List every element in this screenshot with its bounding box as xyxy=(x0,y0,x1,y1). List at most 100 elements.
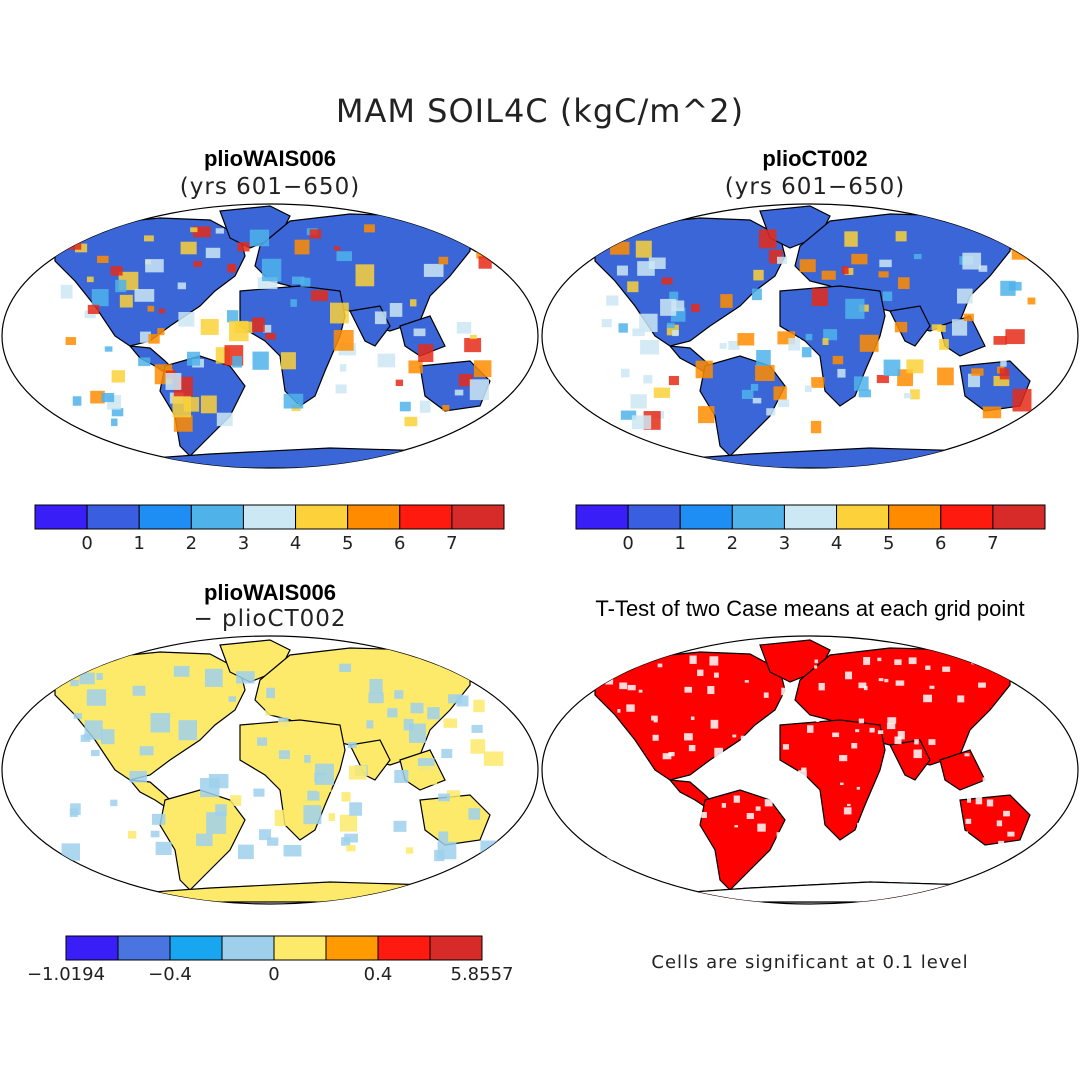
grid-cell xyxy=(618,854,625,860)
colorbar-tick-label: 4 xyxy=(831,533,842,554)
grid-cell xyxy=(883,359,901,376)
grid-cell xyxy=(190,227,198,233)
grid-cell xyxy=(996,777,1005,785)
grid-cell xyxy=(900,846,907,851)
grid-cell xyxy=(757,823,766,832)
grid-cell xyxy=(193,261,203,267)
grid-cell xyxy=(127,830,137,839)
grid-cell xyxy=(204,668,223,687)
grid-cell xyxy=(438,831,449,842)
grid-cell xyxy=(877,730,884,735)
grid-cell xyxy=(811,288,828,307)
grid-cell xyxy=(634,663,639,667)
grid-cell xyxy=(470,739,486,754)
grid-cell xyxy=(96,672,103,681)
grid-cell xyxy=(756,349,771,366)
grid-cell xyxy=(630,394,647,409)
grid-cell xyxy=(957,695,965,703)
grid-cell xyxy=(434,849,445,862)
grid-cell xyxy=(894,321,908,333)
grid-cell xyxy=(651,715,658,721)
grid-cell xyxy=(690,716,695,721)
grid-cell xyxy=(1011,239,1030,260)
grid-cell xyxy=(280,352,296,370)
grid-cell xyxy=(845,671,853,680)
grid-cell xyxy=(227,263,237,273)
grid-cell xyxy=(925,665,931,670)
grid-cell xyxy=(438,793,450,802)
grid-cell xyxy=(799,259,816,273)
grid-cell xyxy=(653,719,658,723)
grid-cell xyxy=(911,819,920,828)
grid-cell xyxy=(879,259,892,268)
map-panel-2 xyxy=(541,203,1079,469)
grid-cell xyxy=(355,264,375,287)
grid-cell xyxy=(339,814,358,832)
grid-cell xyxy=(666,322,675,329)
grid-cell xyxy=(709,656,719,666)
grid-cell xyxy=(410,702,424,714)
grid-cell xyxy=(364,224,375,233)
grid-cell xyxy=(104,346,113,352)
grid-cell xyxy=(418,344,434,363)
grid-cell xyxy=(441,748,453,759)
colorbar-tick-label: 7 xyxy=(446,533,457,554)
grid-cell xyxy=(779,713,788,719)
grid-cell xyxy=(310,701,324,717)
grid-cell xyxy=(469,379,490,401)
grid-cell xyxy=(389,303,403,317)
grid-cell xyxy=(737,333,755,346)
grid-cell xyxy=(101,729,115,745)
grid-cell xyxy=(232,355,243,368)
grid-cell xyxy=(180,241,197,255)
grid-cell xyxy=(976,750,982,758)
grid-cell xyxy=(471,724,483,733)
grid-cell xyxy=(458,373,473,387)
grid-cell xyxy=(986,799,994,807)
grid-cell xyxy=(91,289,109,307)
grid-cell xyxy=(468,808,481,820)
grid-cell xyxy=(339,364,347,372)
grid-cell xyxy=(763,692,769,698)
grid-cell xyxy=(638,852,644,858)
grid-cell xyxy=(605,678,614,685)
grid-cell xyxy=(873,794,880,799)
colorbar-swatch xyxy=(399,504,453,530)
grid-cell xyxy=(346,845,356,852)
grid-cell xyxy=(252,317,265,332)
grid-cell xyxy=(1015,753,1021,759)
grid-cell xyxy=(769,729,778,736)
grid-cell xyxy=(101,392,115,403)
grid-cell xyxy=(602,831,610,839)
grid-cell xyxy=(821,270,836,280)
grid-cell xyxy=(627,281,639,293)
grid-cell xyxy=(1012,388,1032,412)
grid-cell xyxy=(464,338,482,353)
grid-cell xyxy=(236,671,255,684)
grid-cell xyxy=(858,718,865,724)
grid-cell xyxy=(928,739,936,745)
grid-cell xyxy=(309,229,322,239)
grid-cell xyxy=(993,336,1007,345)
grid-cell xyxy=(200,318,219,335)
grid-cell xyxy=(215,228,224,234)
grid-cell xyxy=(894,736,902,745)
grid-cell xyxy=(753,269,764,281)
grid-cell xyxy=(73,712,83,719)
grid-cell xyxy=(897,731,905,740)
grid-cell xyxy=(720,294,733,308)
colorbar-tick-label: −1.0194 xyxy=(27,964,105,985)
grid-cell xyxy=(782,744,789,750)
grid-cell xyxy=(390,739,411,753)
colorbar-swatch xyxy=(377,935,431,961)
colorbar-swatch xyxy=(242,504,297,530)
grid-cell xyxy=(84,720,103,740)
grid-cell xyxy=(90,390,105,404)
grid-cell xyxy=(87,304,100,314)
grid-cell xyxy=(112,694,129,707)
grid-cell xyxy=(66,655,80,670)
grid-cell xyxy=(622,763,627,768)
grid-cell xyxy=(895,680,905,686)
grid-cell xyxy=(111,418,118,427)
panel3-title: plioWAIS006 xyxy=(203,580,337,605)
